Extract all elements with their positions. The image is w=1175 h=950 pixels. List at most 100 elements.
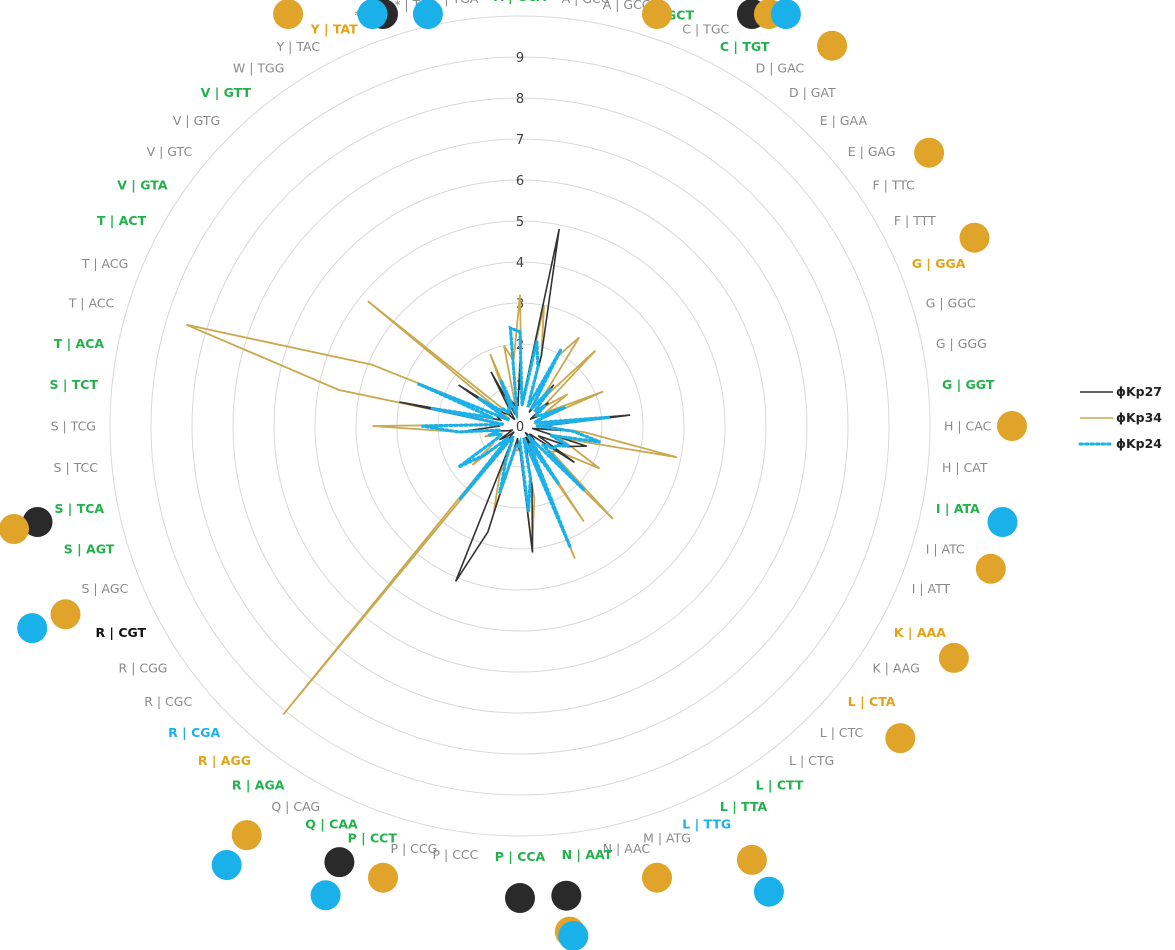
category-label: P | CCC [433,847,479,862]
series-line [417,325,610,548]
category-label: F | TTC [873,177,916,192]
category-label: P | CCT [348,831,398,846]
radial-tick-label: 4 [516,256,524,271]
category-label: M | ATG [643,831,691,846]
category-label: L | CTC [820,725,864,740]
radial-tick-label: 6 [516,174,524,189]
category-label: R | CGA [168,725,220,740]
marker-dot-gold [885,723,916,754]
marker-dot-gold [642,862,672,893]
category-label: A | GCG [603,0,652,12]
category-label: V | GTA [117,177,168,192]
radial-tick-label: 0 [516,420,524,435]
category-label: G | GGC [926,295,976,310]
marker-dot-blue [357,0,388,29]
legend-item-kp24: ϕKp24 [1078,436,1162,451]
category-label: W | TGG [233,61,285,76]
category-label: R | CGC [144,694,192,709]
marker-dot-black [551,880,582,911]
legend-label-kp24: ϕKp24 [1116,436,1162,451]
category-label: T | ACA [54,336,105,351]
category-label: L | CTA [848,694,896,709]
marker-dot-blue [412,0,443,29]
radial-tick-label: 9 [516,51,524,66]
codon-markers [0,0,1027,950]
marker-dot-black [505,883,535,913]
category-label: V | GTT [201,85,252,100]
category-label: S | TCG [51,419,96,434]
category-label: P | CCG [390,841,437,856]
category-label: T | ACC [68,295,115,310]
category-label: V | GTC [147,144,193,159]
category-label: S | TCC [54,460,99,475]
marker-dot-blue [558,921,589,950]
category-label: R | AGG [198,753,251,768]
marker-dot-blue [753,876,784,907]
category-label: Y | TAC [276,39,321,54]
grid-ring [355,261,685,591]
category-label: C | TGC [682,21,729,36]
category-label: R | AGA [232,778,285,793]
radial-tick-label: 7 [516,133,524,148]
marker-dot-gold [959,222,990,253]
category-label: S | TCA [54,501,104,516]
grid-ring [232,138,808,714]
category-label: N | AAT [562,847,613,862]
category-label: E | GAG [848,144,896,159]
grid-ring [273,179,767,673]
marker-dot-gold [642,0,672,29]
grid-ring [191,97,849,755]
marker-dot-gold [368,862,398,893]
category-label: D | GAC [756,61,805,76]
category-label: A | GCA [494,0,546,4]
grid-ring [314,220,726,632]
marker-dot-blue [987,507,1018,537]
marker-dot-gold [50,599,81,630]
category-label: I | ATC [926,542,965,557]
category-label: G | GGA [912,256,966,271]
marker-dot-black [324,847,355,878]
category-label: S | AGC [81,581,128,596]
marker-dot-gold [817,30,848,61]
legend-item-kp34: ϕKp34 [1080,410,1162,425]
category-label: R | CGT [95,625,146,640]
grid-ring [150,56,890,796]
marker-dot-gold [997,411,1027,441]
category-label: L | CTG [789,753,834,768]
legend-label-kp34: ϕKp34 [1116,410,1162,425]
category-label: C | TGT [720,39,770,54]
category-label: * | TGA [434,0,479,6]
category-label: S | TCT [50,377,99,392]
marker-dot-blue [211,850,242,880]
radial-tick-label: 8 [516,92,524,107]
category-label: T | ACG [81,256,129,271]
marker-dot-gold [914,137,945,168]
series-line [186,294,678,715]
marker-dot-gold [231,820,262,851]
legend-label-kp27: ϕKp27 [1116,384,1162,399]
marker-dot-black [22,507,53,537]
marker-dot-blue [310,880,341,911]
marker-dot-gold [975,553,1006,584]
category-label: V | GTG [173,113,220,128]
marker-dot-blue [770,0,801,29]
series-lines [186,228,678,715]
category-label: G | GGG [936,336,987,351]
category-label: S | AGT [64,542,115,557]
category-label: R | CGG [119,661,168,676]
category-label: N | AAC [603,841,651,856]
marker-dot-blue [17,613,48,644]
category-label: G | GGT [942,377,995,392]
category-label: L | TTA [720,799,768,814]
category-label: D | GAT [789,85,836,100]
marker-dot-gold [736,844,767,875]
legend: ϕKp27 ϕKp34 ϕKp24 [1078,384,1162,451]
category-label: K | AAA [894,625,946,640]
category-label: H | CAT [942,460,988,475]
category-label: F | TTT [894,213,936,228]
category-label: I | ATT [912,581,951,596]
grid-ring [109,15,931,837]
marker-dot-gold [938,642,969,673]
category-label: L | CTT [756,778,804,793]
